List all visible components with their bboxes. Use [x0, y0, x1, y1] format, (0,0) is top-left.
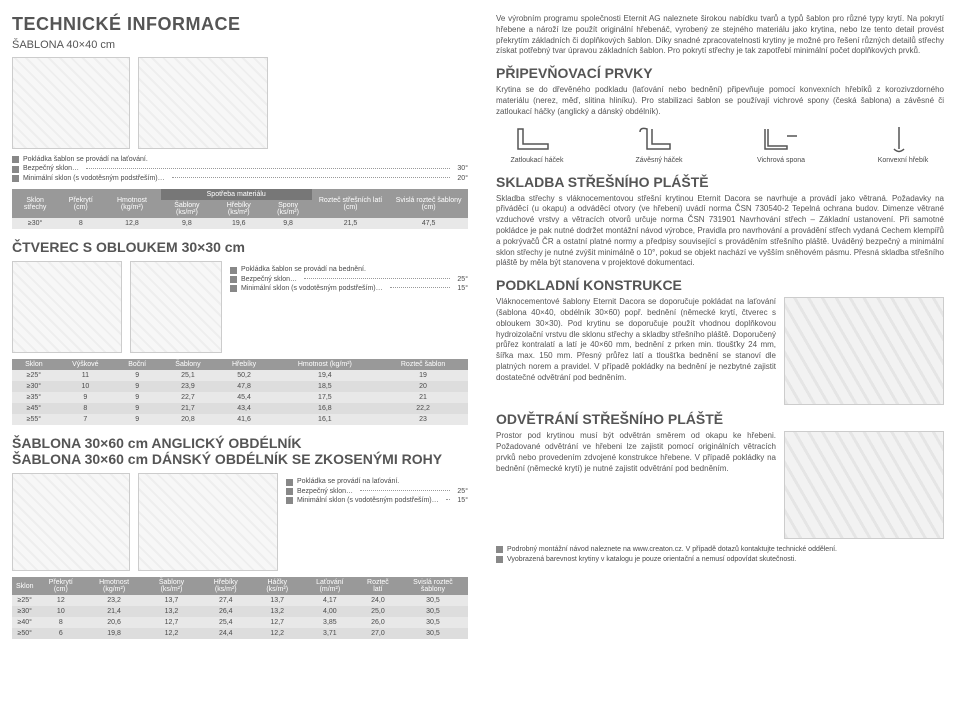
- bullet-icon: [496, 556, 503, 563]
- note-text: Minimální sklon (s vodotěsným podstřeším…: [23, 174, 165, 183]
- diagram-40-roof: [12, 57, 130, 149]
- diagram-row-1: [12, 57, 468, 149]
- note-text: Minimální sklon (s vodotěsným podstřeším…: [241, 284, 383, 293]
- note-text: Minimální sklon (s vodotěsným podstřeším…: [297, 496, 439, 505]
- note-text: Bezpečný sklon…: [23, 164, 79, 173]
- fastener-icon: [513, 124, 561, 154]
- skladba-text: Skladba střechy s vláknocementovou střeš…: [496, 194, 944, 270]
- diagram-3060-tiles: [138, 473, 278, 571]
- diagram-ctverec-roof: [12, 261, 122, 353]
- footer-notes: Podrobný montážní návod naleznete na www…: [496, 545, 944, 564]
- bullet-icon: [286, 497, 293, 504]
- intro-text: Ve výrobním programu společnosti Eternit…: [496, 14, 944, 57]
- diagram-3060-roof: [12, 473, 130, 571]
- bullet-icon: [286, 488, 293, 495]
- section-heading-ctverec: ČTVEREC S OBLOUKEM 30×30 cm: [12, 239, 468, 255]
- fastener-icon: [757, 124, 805, 154]
- fastener-label: Vichrová spona: [740, 157, 822, 164]
- fastener-icon: [879, 124, 927, 154]
- bullet-icon: [286, 479, 293, 486]
- fastener-label: Konvexní hřebík: [862, 157, 944, 164]
- note-value: 25°: [457, 487, 468, 496]
- diagram-row-2: Pokládka šablon se provádí na bednění.Be…: [12, 261, 468, 353]
- fastener-0: Zatloukací háček: [496, 124, 578, 164]
- fastener-3: Konvexní hřebík: [862, 124, 944, 164]
- right-column: Ve výrobním programu společnosti Eternit…: [480, 0, 960, 711]
- section-heading-3060b: ŠABLONA 30×60 cm DÁNSKÝ OBDÉLNÍK SE ZKOS…: [12, 451, 468, 467]
- fastener-icons: Zatloukací háček Závěsný háček Vichrová …: [496, 124, 944, 164]
- page-title: TECHNICKÉ INFORMACE: [12, 14, 468, 35]
- fastener-2: Vichrová spona: [740, 124, 822, 164]
- diagram-ctverec-tile: [130, 261, 222, 353]
- diagram-40-tile: [138, 57, 268, 149]
- note-value: 25°: [457, 275, 468, 284]
- heading-podklad: PODKLADNÍ KONSTRUKCE: [496, 277, 944, 293]
- bullet-icon: [230, 276, 237, 283]
- note-text: Bezpečný sklon…: [297, 487, 353, 496]
- fasteners-text: Krytina se do dřevěného podkladu (laťová…: [496, 85, 944, 117]
- notes-3060: Pokládka se provádí na laťování.Bezpečný…: [286, 477, 468, 505]
- heading-fasteners: PŘIPEVŇOVACÍ PRVKY: [496, 65, 944, 81]
- section-heading-3060a: ŠABLONA 30×60 cm ANGLICKÝ OBDÉLNÍK: [12, 435, 468, 451]
- note-text: Pokládka šablon se provádí na bednění.: [241, 265, 366, 274]
- note-text: Bezpečný sklon…: [241, 275, 297, 284]
- bullet-icon: [12, 175, 19, 182]
- footer-note-1: Podrobný montážní návod naleznete na www…: [507, 545, 837, 554]
- diagram-odvetrani: [784, 431, 944, 539]
- note-value: 15°: [457, 496, 468, 505]
- section-heading-40: ŠABLONA 40×40 cm: [12, 39, 468, 51]
- fastener-label: Závěsný háček: [618, 157, 700, 164]
- bullet-icon: [230, 267, 237, 274]
- table-3060: SklonPřekrytí (cm)Hmotnost (kg/m²)Šablon…: [12, 577, 468, 639]
- notes-40: Pokládka šablon se provádí na laťování.B…: [12, 155, 468, 183]
- notes-ctverec: Pokládka šablon se provádí na bednění.Be…: [230, 265, 468, 293]
- left-column: TECHNICKÉ INFORMACE ŠABLONA 40×40 cm Pok…: [0, 0, 480, 711]
- bullet-icon: [12, 166, 19, 173]
- note-text: Pokládka se provádí na laťování.: [297, 477, 399, 486]
- table-ctverec: SklonVýškovéBočníŠablonyHřebíkyHmotnost …: [12, 359, 468, 425]
- fastener-icon: [635, 124, 683, 154]
- heading-skladba: SKLADBA STŘEŠNÍHO PLÁŠTĚ: [496, 174, 944, 190]
- fastener-1: Závěsný háček: [618, 124, 700, 164]
- fastener-label: Zatloukací háček: [496, 157, 578, 164]
- heading-odvetrani: ODVĚTRÁNÍ STŘEŠNÍHO PLÁŠTĚ: [496, 411, 944, 427]
- note-text: Pokládka šablon se provádí na laťování.: [23, 155, 148, 164]
- diagram-row-3: Pokládka se provádí na laťování.Bezpečný…: [12, 473, 468, 571]
- note-value: 30°: [457, 164, 468, 173]
- diagram-podklad: [784, 297, 944, 405]
- table-40: Sklon střechyPřekrytí (cm)Hmotnost (kg/m…: [12, 189, 468, 229]
- bullet-icon: [496, 546, 503, 553]
- footer-note-2: Vyobrazená barevnost krytiny v katalogu …: [507, 555, 796, 564]
- note-value: 20°: [457, 174, 468, 183]
- bullet-icon: [230, 285, 237, 292]
- bullet-icon: [12, 156, 19, 163]
- note-value: 15°: [457, 284, 468, 293]
